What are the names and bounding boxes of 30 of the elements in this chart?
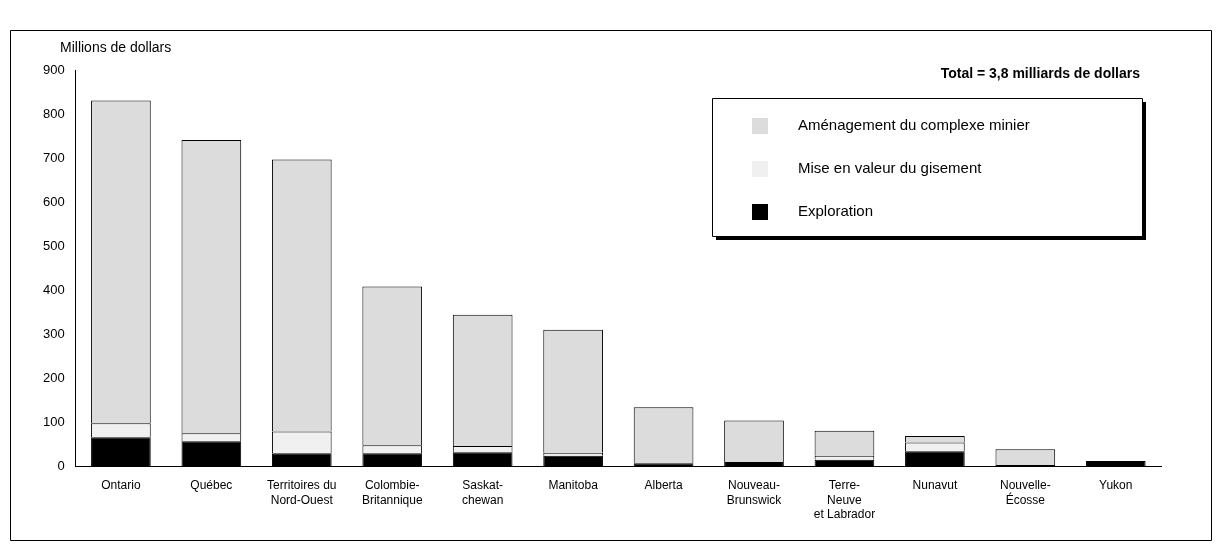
y-tick-label: 300 xyxy=(42,326,65,342)
x-tick-label: Nouvelle- Écosse xyxy=(999,478,1051,507)
y-tick-label: 600 xyxy=(42,193,65,209)
y-tick-label: 200 xyxy=(42,370,65,386)
y-tick-label: 0 xyxy=(57,458,65,474)
x-tick-label: Nunavut xyxy=(912,478,958,493)
legend-label: Exploration xyxy=(798,202,874,220)
x-tick-label: Manitoba xyxy=(548,478,599,493)
x-tick-label: Territoires du Nord-Ouest xyxy=(267,478,337,507)
y-tick-label: 400 xyxy=(42,282,65,298)
y-axis-title: Millions de dollars xyxy=(60,39,172,55)
bar xyxy=(905,451,965,467)
legend-label: Aménagement du complexe minier xyxy=(798,116,1030,134)
x-tick-label: Colombie- Britannique xyxy=(361,478,423,507)
y-tick-label: 500 xyxy=(42,237,65,253)
x-tick-label: Ontario xyxy=(101,478,141,493)
y-tick-label: 700 xyxy=(42,149,65,165)
bar xyxy=(91,437,151,467)
y-tick-label: 100 xyxy=(42,414,65,430)
x-tick-label: Terre- Neuve et Labrador xyxy=(813,478,876,522)
x-tick-label: Alberta xyxy=(644,478,683,493)
x-tick-label: Yukon xyxy=(1099,478,1133,493)
x-tick-label: Québec xyxy=(190,478,233,493)
y-tick-label: 800 xyxy=(42,105,65,121)
x-tick-label: Nouveau- Brunswick xyxy=(726,478,783,507)
legend-label: Mise en valeur du gisement xyxy=(798,159,983,177)
y-tick-label: 900 xyxy=(42,61,65,77)
annotation: Total = 3,8 milliards de dollars xyxy=(940,65,1141,81)
x-tick-label: Saskat- chewan xyxy=(461,478,504,507)
bar xyxy=(543,455,603,467)
